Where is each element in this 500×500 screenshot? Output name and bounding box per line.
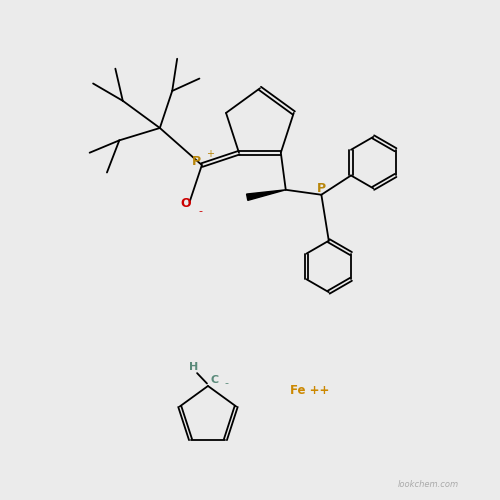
Text: -: -: [198, 206, 202, 216]
Text: -: -: [225, 378, 229, 388]
Text: +: +: [206, 149, 214, 159]
Text: C: C: [210, 375, 218, 385]
Text: Fe ++: Fe ++: [290, 384, 329, 398]
Text: O: O: [180, 196, 191, 209]
Text: H: H: [188, 362, 198, 372]
Text: lookchem.com: lookchem.com: [398, 480, 458, 490]
Text: P: P: [192, 154, 202, 168]
Text: P: P: [317, 182, 326, 195]
Polygon shape: [246, 190, 286, 200]
